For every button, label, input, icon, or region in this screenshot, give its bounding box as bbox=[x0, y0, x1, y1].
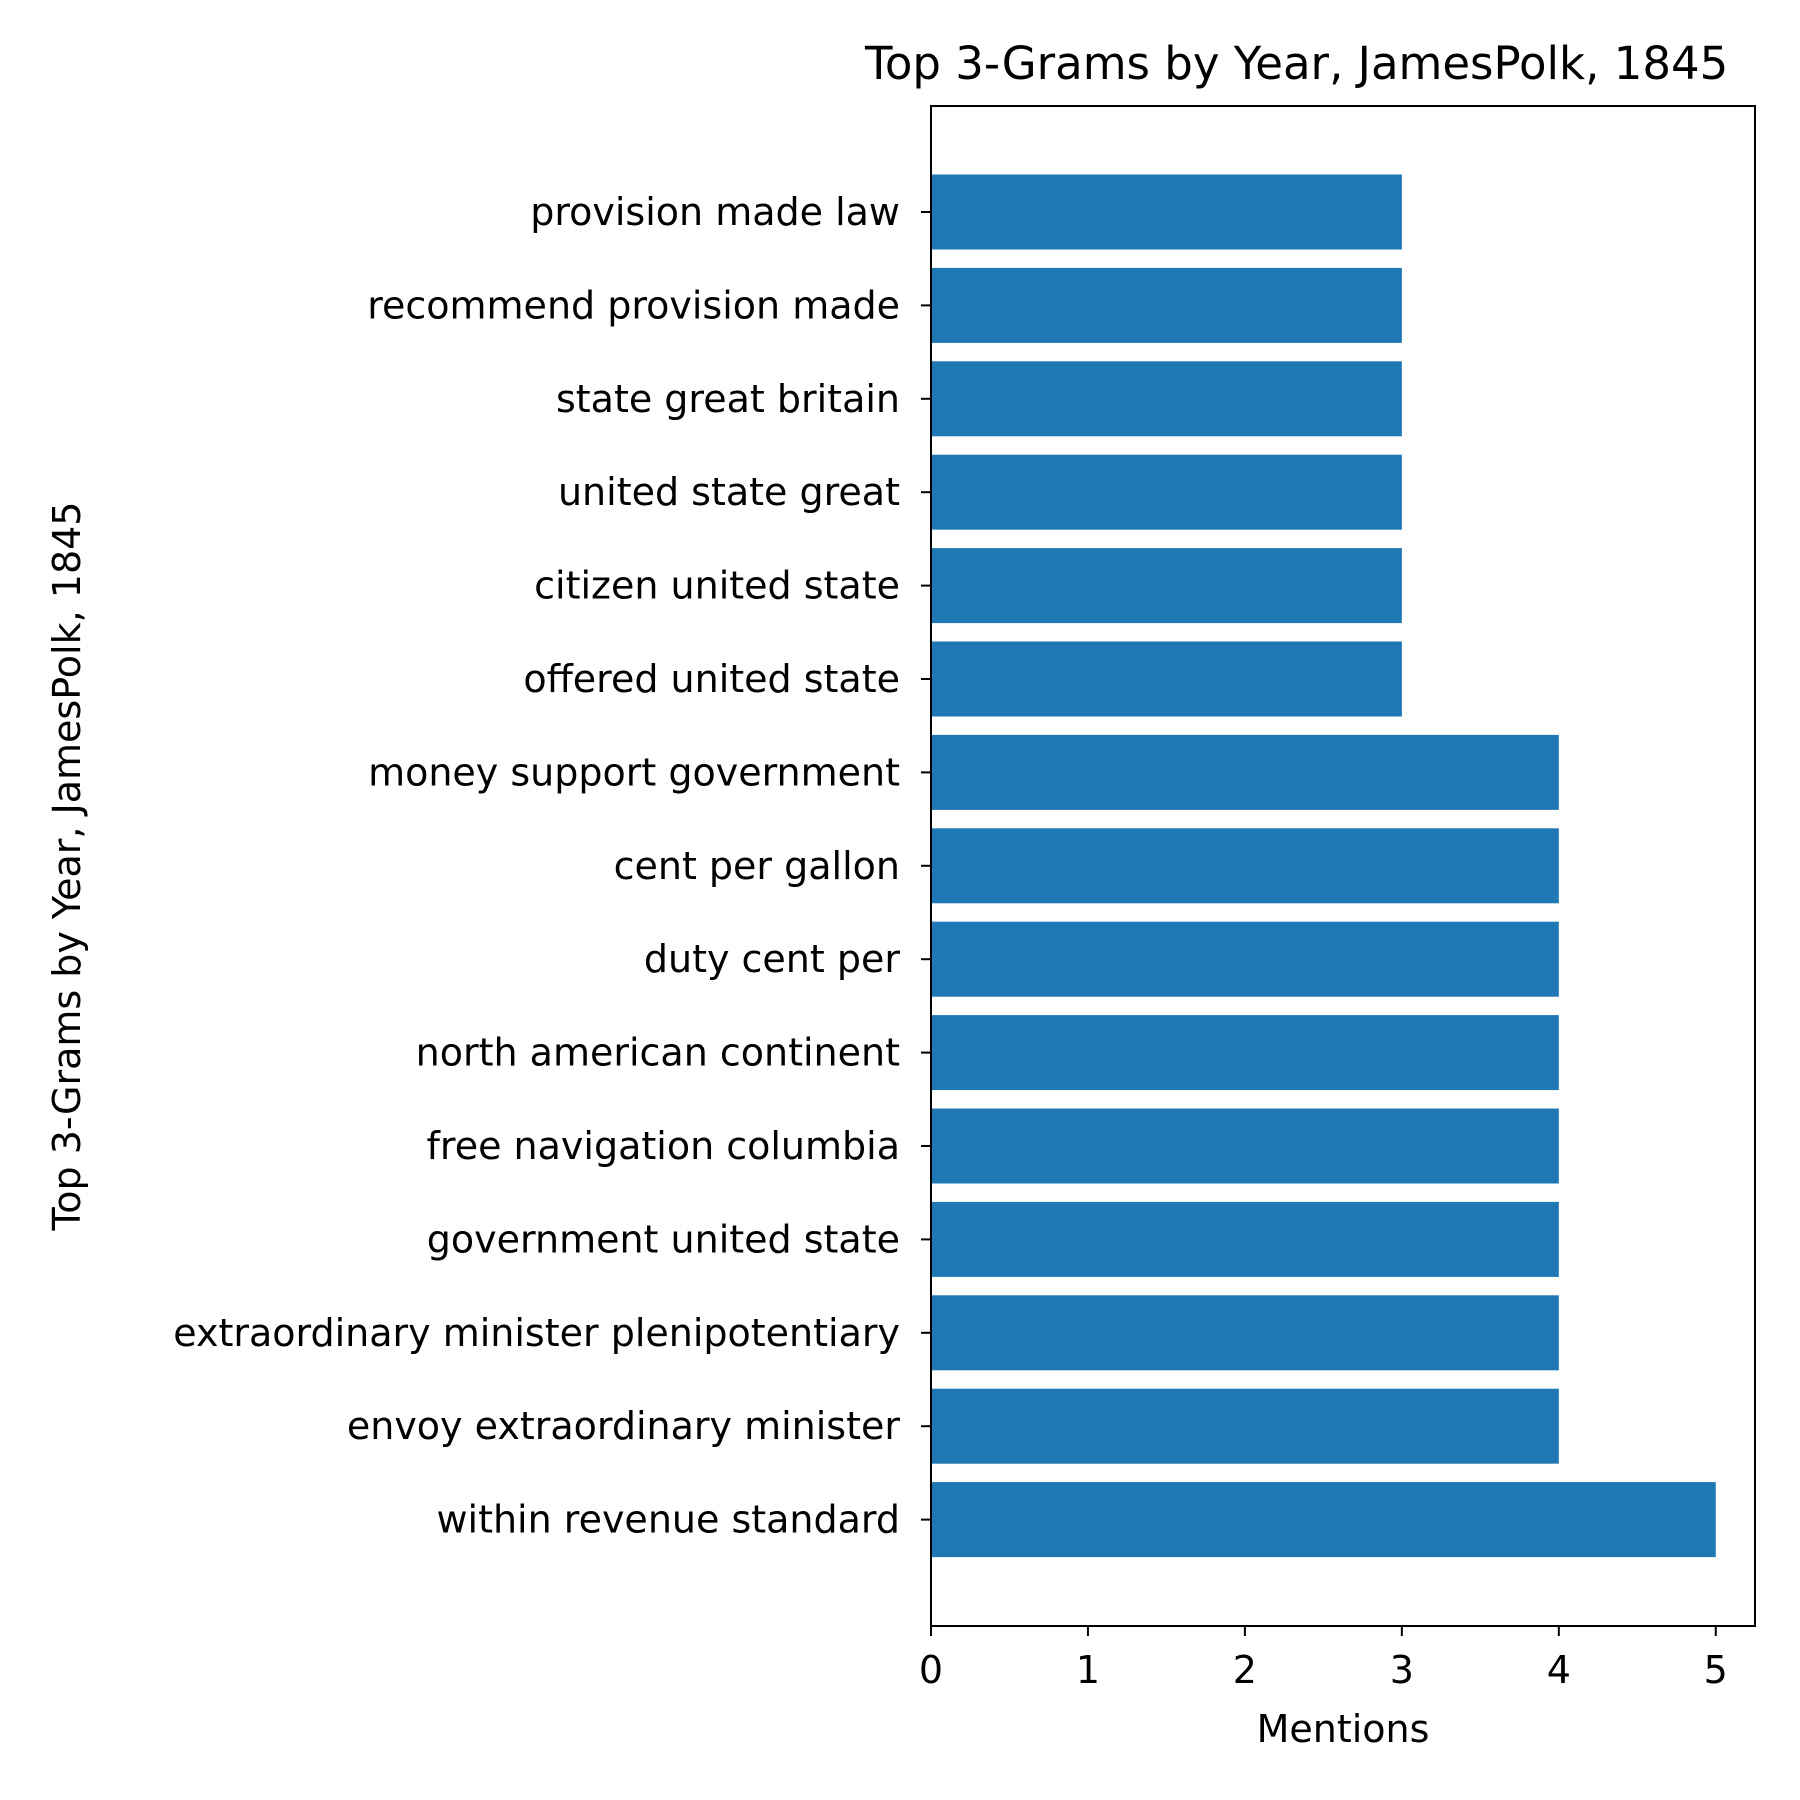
y-tick-label-8: duty cent per bbox=[644, 937, 901, 981]
bar-8 bbox=[931, 921, 1559, 997]
bar-1 bbox=[931, 267, 1402, 343]
y-tick-label-5: offered united state bbox=[523, 657, 900, 701]
bar-12 bbox=[931, 1295, 1559, 1371]
bar-3 bbox=[931, 454, 1402, 530]
y-tick-label-9: north american continent bbox=[416, 1031, 900, 1075]
y-tick-label-13: envoy extraordinary minister bbox=[347, 1404, 901, 1448]
plot-frame bbox=[930, 105, 1756, 1627]
bar-10 bbox=[931, 1108, 1559, 1184]
bar-2 bbox=[931, 361, 1402, 437]
y-tick-label-4: citizen united state bbox=[534, 564, 900, 608]
x-tick-label-2: 2 bbox=[1233, 1648, 1257, 1692]
y-tick-label-11: government united state bbox=[427, 1217, 900, 1261]
y-tick-label-10: free navigation columbia bbox=[427, 1124, 900, 1168]
x-tick-label-4: 4 bbox=[1547, 1648, 1571, 1692]
y-tick-label-1: recommend provision made bbox=[367, 283, 900, 327]
bars-group bbox=[931, 174, 1716, 1558]
x-tick-label-5: 5 bbox=[1704, 1648, 1728, 1692]
y-tick-label-12: extraordinary minister plenipotentiary bbox=[173, 1311, 900, 1355]
bar-0 bbox=[931, 174, 1402, 250]
bar-4 bbox=[931, 548, 1402, 624]
x-tick-label-0: 0 bbox=[919, 1648, 943, 1692]
y-tick-label-14: within revenue standard bbox=[436, 1498, 900, 1542]
y-axis-ticks: provision made law recommend provision ma… bbox=[173, 190, 931, 1542]
bar-9 bbox=[931, 1015, 1559, 1091]
bar-7 bbox=[931, 828, 1559, 904]
x-tick-label-1: 1 bbox=[1076, 1648, 1100, 1692]
bar-6 bbox=[931, 734, 1559, 810]
bar-13 bbox=[931, 1388, 1559, 1464]
x-axis-label: Mentions bbox=[1257, 1707, 1430, 1751]
y-tick-label-6: money support government bbox=[368, 750, 900, 794]
y-tick-label-2: state great britain bbox=[556, 377, 900, 421]
chart-title: Top 3-Grams by Year, JamesPolk, 1845 bbox=[864, 37, 1728, 90]
y-tick-label-3: united state great bbox=[558, 470, 900, 514]
x-tick-label-3: 3 bbox=[1390, 1648, 1414, 1692]
x-axis-ticks: 0 1 2 3 4 5 bbox=[919, 1626, 1728, 1692]
y-tick-label-0: provision made law bbox=[530, 190, 900, 234]
y-tick-label-7: cent per gallon bbox=[614, 844, 900, 888]
bar-5 bbox=[931, 641, 1402, 717]
bar-14 bbox=[931, 1482, 1716, 1558]
bar-11 bbox=[931, 1201, 1559, 1277]
y-axis-label: Top 3-Grams by Year, JamesPolk, 1845 bbox=[45, 502, 89, 1232]
